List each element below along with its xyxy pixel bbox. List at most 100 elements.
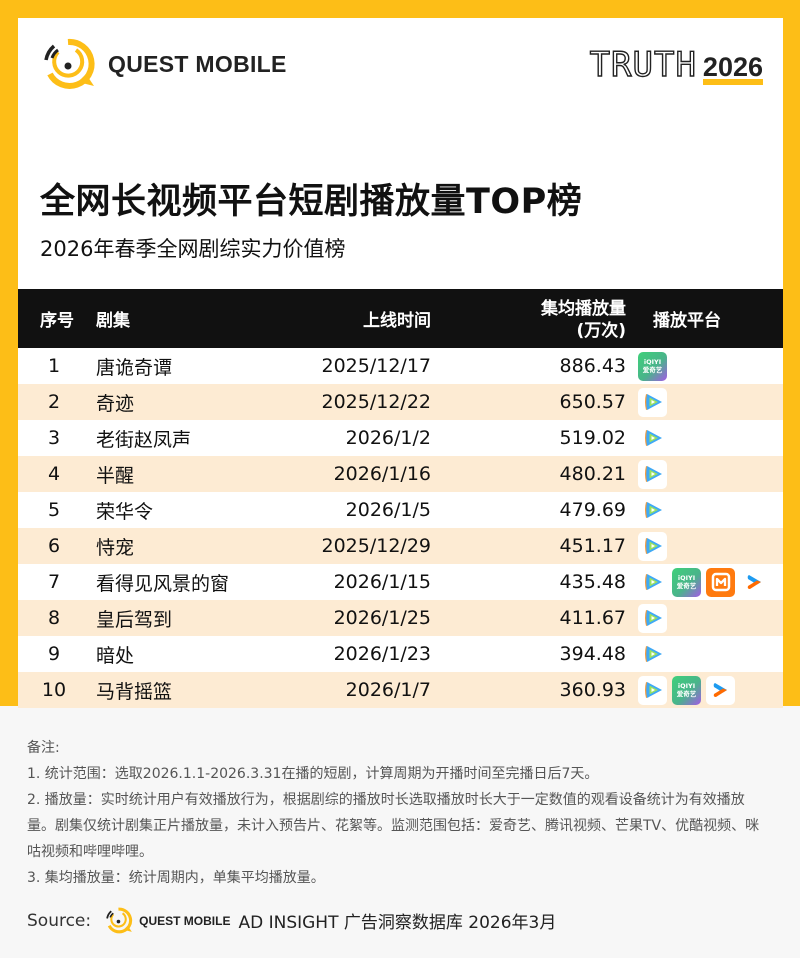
rank-cell: 5 [47, 499, 61, 521]
col-platform: 播放平台 [653, 311, 721, 331]
col-date: 上线时间 [363, 311, 431, 331]
tencent-video-icon [638, 495, 667, 525]
tencent-video-icon [638, 459, 667, 489]
truth-year: 2026 [702, 52, 763, 82]
page-subtitle: 2026年春季全网剧综实力价值榜 [40, 237, 346, 261]
drama-name-cell: 半醒 [96, 464, 135, 487]
notes-section: 备注: 1. 统计范围：选取2026.1.1-2026.3.31在播的短剧，计算… [27, 735, 767, 891]
truth-word: TRUTH [589, 45, 697, 85]
source-line: Source: QUEST MOBILE AD INSIGHT 广告洞察数据库 … [27, 905, 556, 936]
source-logo-text: QUEST MOBILE [139, 913, 231, 928]
table-row: 9 暗处 2026/1/23 394.48 [18, 636, 783, 672]
table-row: 6 恃宠 2025/12/29 451.17 [18, 528, 783, 564]
table-row: 1 唐诡奇谭 2025/12/17 886.43 iQIYI 爱奇艺 [18, 348, 783, 384]
rank-cell: 4 [47, 463, 61, 485]
drama-name-cell: 奇迹 [96, 392, 135, 415]
table-row: 8 皇后驾到 2026/1/25 411.67 [18, 600, 783, 636]
col-views: 集均播放量 (万次) [431, 289, 626, 348]
source-text: AD INSIGHT 广告洞察数据库 2026年3月 [238, 913, 557, 933]
platform-icons: iQIYI 爱奇艺 [638, 675, 783, 705]
tencent-video-icon [638, 387, 667, 417]
questmobile-logo-icon [44, 38, 95, 89]
drama-name-cell: 皇后驾到 [96, 608, 173, 631]
avg-views-cell: 435.48 [559, 571, 626, 593]
truth-2026-badge: TRUTH 2026 [589, 45, 763, 85]
iqiyi-icon: iQIYI 爱奇艺 [672, 675, 701, 705]
page-title: 全网长视频平台短剧播放量TOP榜 [40, 182, 583, 222]
platform-icons [638, 459, 783, 489]
avg-views-cell: 480.21 [559, 463, 626, 485]
platform-icons: iQIYI 爱奇艺 [638, 351, 783, 381]
avg-views-cell: 886.43 [559, 355, 626, 377]
col-views-line1: 集均播放量 [541, 298, 626, 319]
drama-name-cell: 暗处 [96, 644, 135, 667]
col-name: 剧集 [96, 311, 130, 331]
logo-text: QUEST MOBILE [108, 50, 287, 77]
platform-cell [626, 528, 783, 564]
platform-icons [638, 603, 783, 633]
note-item-2: 2. 播放量：实时统计用户有效播放行为，根据剧综的播放时长选取播放时长大于一定数… [27, 792, 760, 860]
platform-icons [638, 423, 783, 453]
drama-name-cell: 唐诡奇谭 [96, 356, 173, 379]
questmobile-logo-icon [106, 907, 133, 934]
ranking-table: 序号 剧集 上线时间 集均播放量 (万次) 播放平台 1 唐诡奇谭 2025/1… [18, 289, 783, 708]
drama-name-cell: 老街赵凤声 [96, 428, 192, 451]
table-row: 7 看得见风景的窗 2026/1/15 435.48 iQIYI 爱奇艺 [18, 564, 783, 600]
truth-underline [702, 79, 763, 85]
platform-cell [626, 456, 783, 492]
drama-name-cell: 看得见风景的窗 [96, 572, 230, 595]
platform-icons [638, 495, 783, 525]
source-logo: QUEST MOBILE [103, 905, 238, 936]
drama-name-cell: 荣华令 [96, 500, 154, 523]
avg-views-cell: 479.69 [559, 499, 626, 521]
platform-cell [626, 384, 783, 420]
note-item-1: 1. 统计范围：选取2026.1.1-2026.3.31在播的短剧，计算周期为开… [27, 766, 599, 782]
avg-views-cell: 411.67 [559, 607, 626, 629]
tencent-video-icon [638, 567, 667, 597]
platform-cell [626, 636, 783, 672]
platform-icons [638, 531, 783, 561]
rank-cell: 8 [47, 607, 61, 629]
platform-cell: iQIYI 爱奇艺 [626, 348, 783, 384]
tencent-video-icon [638, 423, 667, 453]
drama-name-cell: 恃宠 [96, 536, 135, 559]
release-date-cell: 2026/1/16 [333, 463, 431, 485]
release-date-cell: 2026/1/2 [345, 427, 431, 449]
avg-views-cell: 451.17 [559, 535, 626, 557]
youku-icon [706, 675, 735, 705]
avg-views-cell: 360.93 [559, 679, 626, 701]
tencent-video-icon [638, 639, 667, 669]
source-label: Source: [27, 910, 92, 931]
platform-icons [638, 387, 783, 417]
release-date-cell: 2026/1/5 [345, 499, 431, 521]
platform-cell: iQIYI 爱奇艺 [626, 672, 783, 708]
col-views-line2: (万次) [576, 320, 626, 341]
rank-cell: 1 [47, 355, 61, 377]
release-date-cell: 2026/1/23 [333, 643, 431, 665]
rank-cell: 9 [47, 643, 61, 665]
avg-views-cell: 394.48 [559, 643, 626, 665]
table-header-row: 序号 剧集 上线时间 集均播放量 (万次) 播放平台 [18, 289, 783, 348]
rank-cell: 7 [47, 571, 61, 593]
col-rank: 序号 [40, 311, 74, 331]
release-date-cell: 2026/1/7 [345, 679, 431, 701]
platform-icons [638, 639, 783, 669]
platform-cell [626, 492, 783, 528]
release-date-cell: 2026/1/15 [333, 571, 431, 593]
table-body: 1 唐诡奇谭 2025/12/17 886.43 iQIYI 爱奇艺 2 奇迹 … [18, 348, 783, 708]
avg-views-cell: 519.02 [559, 427, 626, 449]
rank-cell: 6 [47, 535, 61, 557]
iqiyi-icon: iQIYI 爱奇艺 [672, 567, 701, 597]
table-row: 4 半醒 2026/1/16 480.21 [18, 456, 783, 492]
release-date-cell: 2026/1/25 [333, 607, 431, 629]
release-date-cell: 2025/12/29 [321, 535, 431, 557]
platform-cell [626, 600, 783, 636]
questmobile-logo: QUEST MOBILE [38, 34, 287, 94]
table-row: 3 老街赵凤声 2026/1/2 519.02 [18, 420, 783, 456]
platform-cell: iQIYI 爱奇艺 [626, 564, 783, 600]
platform-cell [626, 420, 783, 456]
youku-icon [740, 567, 769, 597]
table-row: 10 马背摇篮 2026/1/7 360.93 iQIYI 爱奇艺 [18, 672, 783, 708]
note-item-3: 3. 集均播放量：统计周期内，单集平均播放量。 [27, 870, 325, 886]
platform-icons: iQIYI 爱奇艺 [638, 567, 783, 597]
